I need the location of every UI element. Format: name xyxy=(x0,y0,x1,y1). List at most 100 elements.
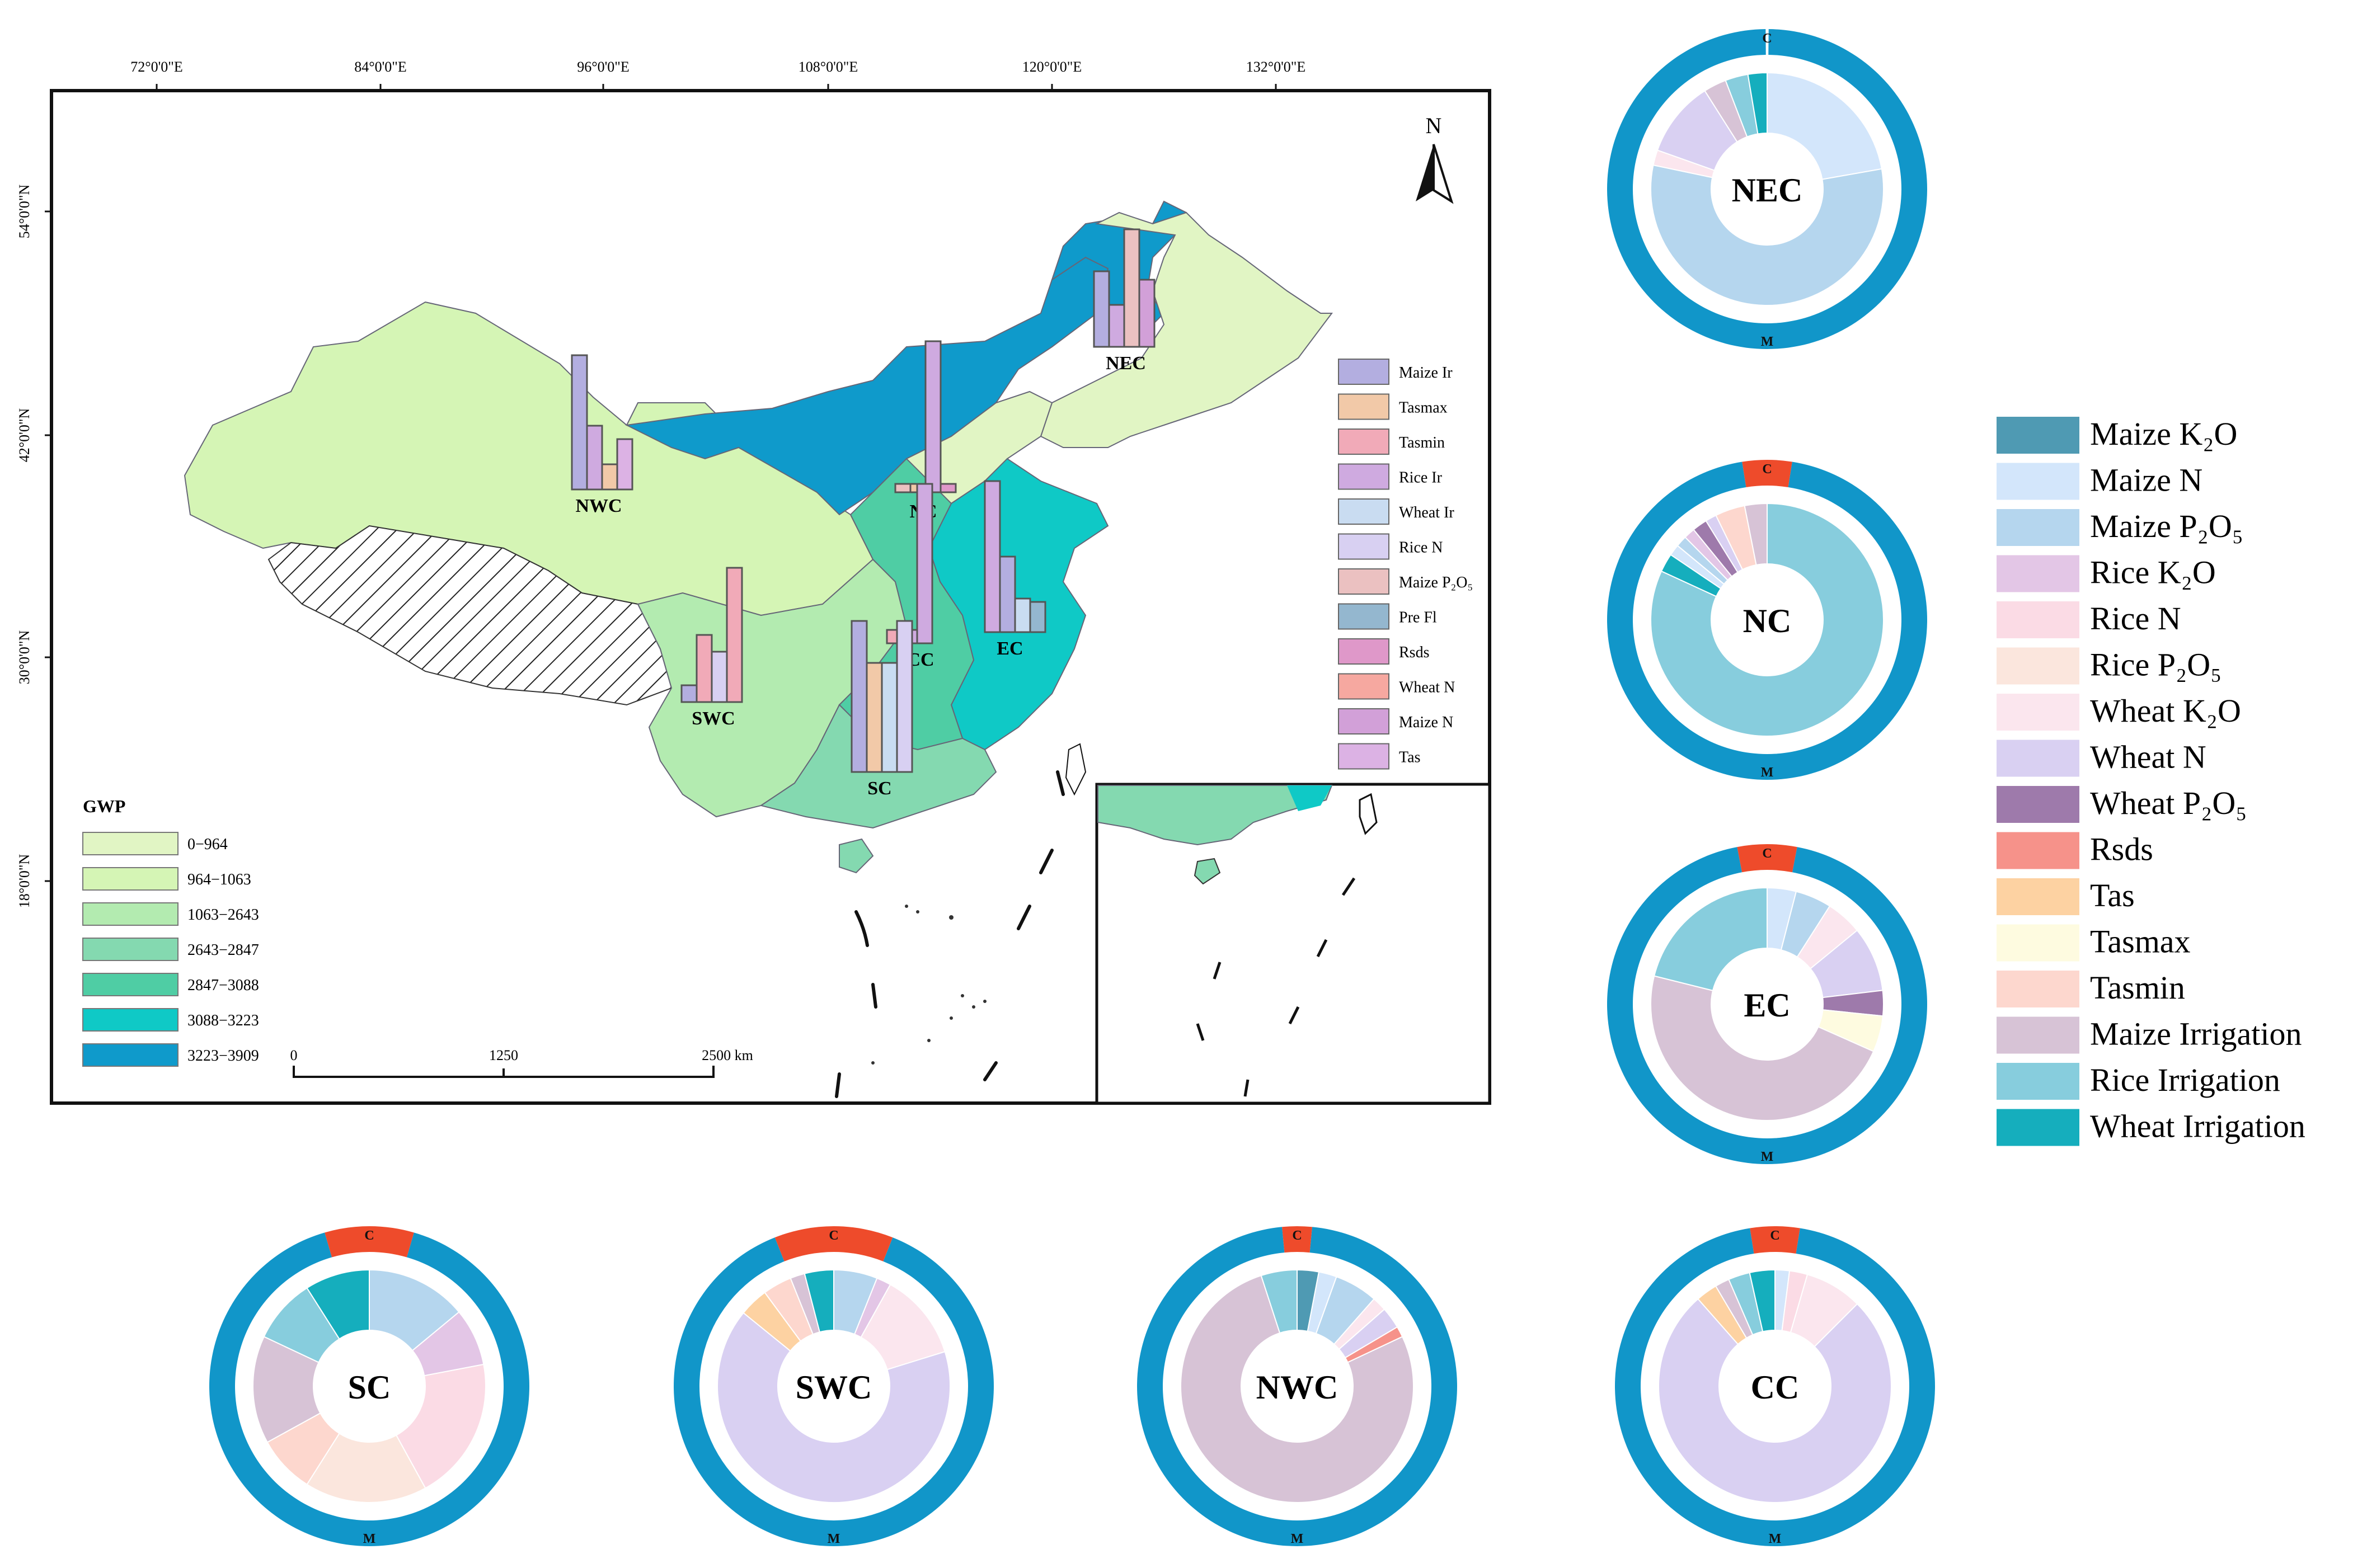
bar-legend-label: Maize N xyxy=(1399,714,1453,731)
latitude-tick-label: 30°0'0"N xyxy=(16,630,32,685)
donut-center xyxy=(1711,948,1823,1060)
region-bar xyxy=(726,567,743,703)
bar-legend-swatch xyxy=(1338,603,1389,630)
island-dots xyxy=(871,905,987,1065)
series-legend-swatch xyxy=(1997,1109,2079,1146)
bar-legend-label: Maize Ir xyxy=(1399,364,1453,382)
climate-ring xyxy=(1750,1226,1800,1254)
bar-legend-swatch xyxy=(1338,708,1389,734)
bar-legend-label: Tas xyxy=(1399,749,1420,766)
region-bar-label: NWC xyxy=(575,496,622,516)
donut-chart-swc: C M SWC xyxy=(674,1226,994,1547)
donut-chart-nwc: C M NWC xyxy=(1137,1226,1457,1546)
bar-legend-swatch xyxy=(1338,463,1389,490)
gwp-legend-label: 3223−3909 xyxy=(187,1047,259,1065)
series-legend-swatch xyxy=(1997,1016,2079,1054)
series-legend-label: Wheat Irrigation xyxy=(2090,1108,2305,1145)
series-legend-label: Tasmin xyxy=(2090,969,2185,1006)
series-legend-label: Rice N xyxy=(2090,600,2181,637)
series-legend-swatch xyxy=(1997,417,2079,454)
longitude-tick-label: 72°0'0"E xyxy=(130,59,183,75)
donut-chart-ec: C M EC xyxy=(1607,844,1927,1164)
series-legend-label: Wheat N xyxy=(2090,739,2206,775)
donut-region-label: NWC xyxy=(1256,1369,1338,1406)
region-bar xyxy=(851,620,868,773)
region-bar xyxy=(1138,279,1156,348)
climate-ring xyxy=(1282,1226,1312,1253)
management-ring-label: M xyxy=(1769,1532,1782,1546)
bar-legend-label: Tasmax xyxy=(1399,399,1448,417)
north-arrow-icon: N xyxy=(1416,113,1454,204)
gwp-legend-swatch xyxy=(82,938,179,961)
region-bar xyxy=(680,684,698,703)
region-bar xyxy=(711,651,728,703)
bar-legend-swatch xyxy=(1338,498,1389,525)
region-bar xyxy=(894,483,912,493)
series-legend-swatch xyxy=(1997,924,2079,962)
region-bar xyxy=(1108,304,1125,348)
scale-label-1: 1250 xyxy=(489,1047,518,1063)
donut-center xyxy=(313,1330,425,1442)
region-bar xyxy=(896,620,913,773)
inset-map xyxy=(1095,783,1491,1105)
series-legend-swatch xyxy=(1997,694,2079,731)
region-bar xyxy=(1014,597,1031,633)
gwp-legend-swatch xyxy=(82,1043,179,1067)
series-legend-label: Tasmax xyxy=(2090,924,2191,960)
donut-region-label: SWC xyxy=(796,1369,872,1406)
scale-label-2: 2500 km xyxy=(702,1047,753,1063)
longitude-tick-labels: 72°0'0"E 84°0'0"E 96°0'0"E 108°0'0"E 120°0'0… xyxy=(130,59,1305,91)
series-legend-swatch xyxy=(1997,555,2079,592)
bar-legend-label: Tasmin xyxy=(1399,434,1445,451)
region-bar xyxy=(601,463,618,491)
bar-legend-label: Wheat Ir xyxy=(1399,504,1454,521)
region-nc xyxy=(624,256,1109,516)
region-bar xyxy=(940,483,957,493)
longitude-tick-label: 108°0'0"E xyxy=(799,59,858,75)
gwp-legend-swatch xyxy=(82,1008,179,1032)
gwp-legend-items: 0−964 964−1063 1063−2643 2643−2847 2847−3088… xyxy=(82,832,259,1067)
donut-region-label: NC xyxy=(1743,602,1792,639)
bar-legend-swatch xyxy=(1338,673,1389,700)
bar-legend-swatch xyxy=(1338,743,1389,770)
climate-ring xyxy=(1737,844,1797,873)
region-bar-charts: NECNCNWCSWCCCECSC xyxy=(571,228,1156,799)
series-legend-label: Rice Irrigation xyxy=(2090,1062,2280,1098)
gwp-legend-title: GWP xyxy=(83,796,125,816)
region-bar xyxy=(1093,270,1110,348)
region-bar-label: EC xyxy=(997,638,1023,659)
donut-chart-sc: C M SC xyxy=(209,1226,530,1546)
series-legend-label: Rice P₂O₅ xyxy=(2090,647,2222,683)
donut-chart-nec: C M NEC xyxy=(1607,29,1927,350)
donut-region-label: SC xyxy=(348,1369,391,1406)
region-bar xyxy=(696,634,713,703)
climate-ring-label: C xyxy=(1762,462,1772,477)
gwp-legend-label: 2847−3088 xyxy=(187,977,259,994)
region-bar-label: NEC xyxy=(1106,353,1146,374)
gwp-legend-label: 3088−3223 xyxy=(187,1012,259,1029)
donut-region-label: EC xyxy=(1744,987,1790,1024)
climate-ring-label: C xyxy=(1762,31,1772,46)
longitude-tick-label: 84°0'0"E xyxy=(354,59,407,75)
series-legend-label: Rice K₂O xyxy=(2090,554,2216,591)
management-ring-label: M xyxy=(1761,1150,1774,1164)
climate-ring-label: C xyxy=(1762,846,1772,861)
region-bar xyxy=(999,555,1016,633)
region-bar xyxy=(984,480,1001,633)
bar-legend-label: Rice Ir xyxy=(1399,469,1443,487)
gwp-legend-label: 0−964 xyxy=(187,836,228,853)
climate-ring-label: C xyxy=(364,1228,374,1243)
bar-legend-label: Rsds xyxy=(1399,644,1429,661)
series-legend-label: Maize P₂O₅ xyxy=(2090,508,2243,544)
map-panel: 72°0'0"E 84°0'0"E 96°0'0"E 108°0'0"E 120°0'0… xyxy=(16,59,1491,1105)
donut-center xyxy=(1711,564,1823,676)
gwp-legend-swatch xyxy=(82,867,179,891)
bar-legend-label: Maize P₂O₅ xyxy=(1399,574,1473,591)
donut-chart-cc: C M CC xyxy=(1615,1226,1935,1547)
bar-legend-swatch xyxy=(1338,359,1389,385)
donut-chart-nc: C M NC xyxy=(1607,460,1927,780)
series-legend-swatch xyxy=(1997,601,2079,638)
management-ring-label: M xyxy=(1761,765,1774,780)
